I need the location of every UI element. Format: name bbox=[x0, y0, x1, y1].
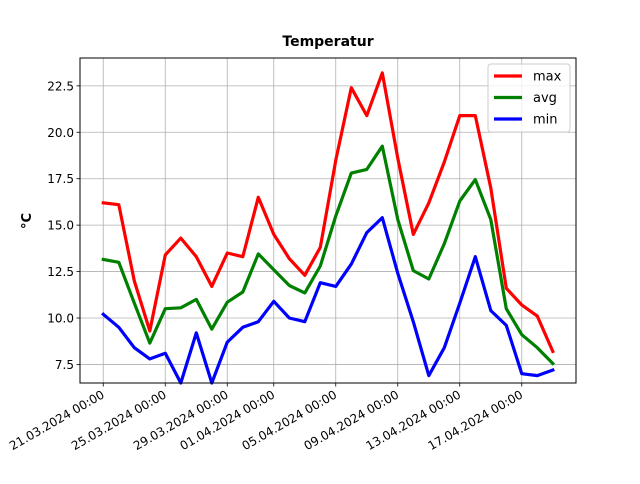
y-tick-label: 10.0 bbox=[47, 312, 74, 326]
series-line-min bbox=[101, 216, 555, 385]
y-tick-label: 22.5 bbox=[47, 79, 74, 93]
series-line-avg bbox=[101, 144, 556, 366]
series-line-max bbox=[101, 71, 555, 354]
chart-title: Temperatur bbox=[282, 34, 373, 50]
y-tick-label: 17.5 bbox=[47, 172, 74, 186]
legend-box bbox=[487, 63, 571, 133]
legend-label-min: min bbox=[533, 113, 558, 128]
y-tick-label: 12.5 bbox=[47, 265, 74, 279]
y-tick-label: 15.0 bbox=[47, 219, 74, 233]
legend-label-avg: avg bbox=[533, 91, 557, 106]
y-axis-label: °C bbox=[20, 213, 35, 229]
y-axis-ticks: 7.5 10.0 12.5 15.0 17.5 20.0 22.5 bbox=[47, 79, 80, 372]
series-lines bbox=[101, 71, 556, 385]
legend: max avg min bbox=[487, 63, 571, 133]
legend-label-max: max bbox=[533, 70, 562, 85]
y-tick-label: 7.5 bbox=[55, 358, 74, 372]
plot-frame bbox=[79, 57, 577, 384]
y-tick-label: 20.0 bbox=[47, 126, 74, 140]
